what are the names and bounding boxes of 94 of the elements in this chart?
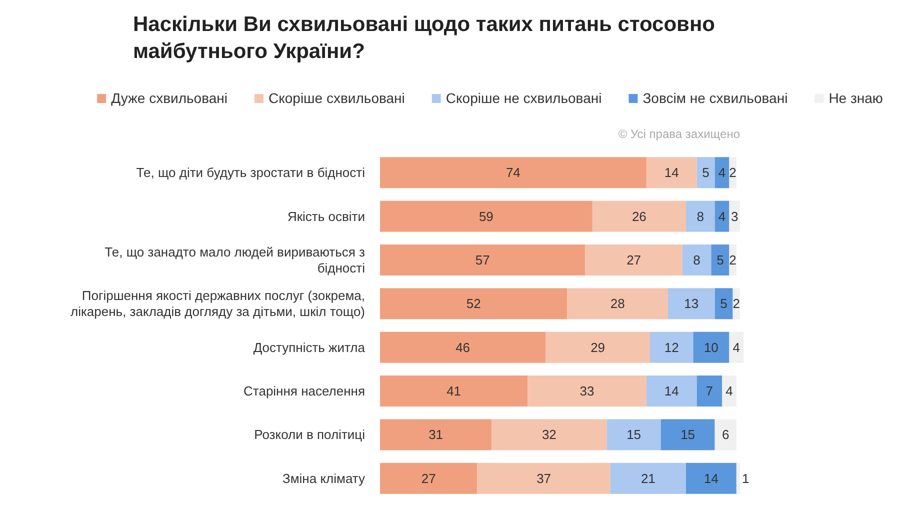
y-tick-label: Якість освіти bbox=[287, 208, 365, 224]
bar bbox=[729, 200, 740, 232]
bar bbox=[380, 244, 586, 276]
bar bbox=[693, 332, 730, 363]
bar bbox=[492, 419, 607, 450]
data-label: 28 bbox=[610, 296, 625, 312]
data-label: 5 bbox=[702, 165, 710, 180]
bar bbox=[380, 157, 646, 188]
bar bbox=[646, 376, 697, 407]
y-tick-label: Доступність житла bbox=[253, 340, 366, 355]
data-label: 14 bbox=[664, 165, 679, 180]
bar bbox=[650, 332, 694, 363]
bar bbox=[528, 376, 646, 407]
data-label: 14 bbox=[664, 384, 679, 399]
bar bbox=[606, 419, 661, 450]
bar bbox=[380, 376, 528, 407]
bar bbox=[686, 200, 715, 232]
bar bbox=[729, 332, 744, 363]
data-label: 2 bbox=[729, 165, 736, 180]
data-label: 4 bbox=[732, 340, 740, 355]
data-label: 1 bbox=[742, 470, 750, 486]
bar bbox=[380, 419, 492, 450]
data-label: 15 bbox=[680, 427, 696, 442]
data-label: 27 bbox=[626, 252, 642, 268]
bar bbox=[585, 244, 682, 276]
bar bbox=[714, 200, 730, 232]
bar bbox=[380, 200, 592, 232]
y-tick-label: Те, що занадто мало людей вириваються з бідності bbox=[104, 244, 366, 276]
bar bbox=[686, 462, 736, 494]
bar bbox=[729, 244, 736, 276]
bar bbox=[696, 376, 722, 407]
data-label: 27 bbox=[421, 470, 436, 486]
data-label: 29 bbox=[590, 340, 606, 355]
bar bbox=[714, 288, 733, 320]
data-label: 8 bbox=[696, 208, 704, 224]
bar bbox=[477, 462, 610, 494]
data-label: 21 bbox=[640, 470, 656, 486]
data-label: 10 bbox=[704, 340, 718, 355]
data-label: 74 bbox=[506, 165, 520, 180]
bar bbox=[682, 244, 712, 276]
data-label: 8 bbox=[693, 252, 700, 268]
data-label: 7 bbox=[706, 384, 714, 399]
bar bbox=[610, 462, 686, 494]
data-label: 14 bbox=[704, 470, 718, 486]
bar bbox=[714, 157, 730, 188]
data-label: 32 bbox=[542, 427, 556, 442]
data-label: 31 bbox=[428, 427, 444, 442]
y-tick-label: Розколи в політиці bbox=[254, 427, 366, 442]
data-label: 2 bbox=[732, 296, 740, 312]
bar bbox=[736, 462, 740, 494]
data-label: 52 bbox=[466, 296, 481, 312]
bar bbox=[711, 244, 730, 276]
text: © Усі права захищено bbox=[618, 127, 740, 141]
bar bbox=[646, 157, 697, 188]
data-label: 59 bbox=[478, 208, 494, 224]
bar bbox=[567, 288, 668, 320]
y-tick-label: Старіння населення bbox=[244, 384, 365, 399]
data-label: 4 bbox=[726, 384, 733, 399]
legend-label: Скоріше схвильовані bbox=[268, 90, 405, 106]
legend-label: Зовсім не схвильовані bbox=[642, 90, 788, 106]
data-label: 46 bbox=[456, 340, 470, 355]
data-label: 12 bbox=[664, 340, 679, 355]
data-label: 2 bbox=[729, 252, 736, 268]
bar bbox=[380, 288, 568, 320]
chart-title: Наскільки Ви схвильовані щодо таких питань стосовно майбутнього України? bbox=[133, 13, 715, 63]
bar bbox=[668, 288, 715, 320]
legend-label: Дуже схвильовані bbox=[111, 90, 228, 106]
data-label: 4 bbox=[718, 165, 726, 180]
data-label: 57 bbox=[475, 252, 490, 268]
legend-label: Не знаю bbox=[828, 90, 883, 106]
data-label: 3 bbox=[730, 208, 738, 224]
data-label: 33 bbox=[580, 384, 594, 399]
data-label: 37 bbox=[536, 470, 552, 486]
bar bbox=[546, 332, 650, 363]
bar bbox=[380, 332, 546, 363]
data-label: 5 bbox=[720, 296, 728, 312]
y-tick-label: Те, що діти будуть зростати в бідності bbox=[136, 165, 366, 180]
legend-label: Скоріше не схвильовані bbox=[446, 90, 602, 106]
data-label: 13 bbox=[684, 296, 699, 312]
y-tick-label: Погіршення якості державних послуг (зокрема, лікарень, закладів догляду за дітьми, шкіл тощо) bbox=[70, 288, 365, 320]
bar bbox=[696, 157, 715, 188]
data-label: 5 bbox=[716, 252, 724, 268]
bar bbox=[714, 419, 736, 450]
data-label: 26 bbox=[632, 208, 646, 224]
bar bbox=[660, 419, 715, 450]
data-label: 15 bbox=[626, 427, 642, 442]
data-label: 41 bbox=[446, 384, 462, 399]
y-tick-label: Зміна клімату bbox=[282, 470, 366, 486]
bar bbox=[380, 462, 478, 494]
bar bbox=[729, 157, 736, 188]
bar bbox=[722, 376, 736, 407]
data-label: 4 bbox=[718, 208, 726, 224]
bar bbox=[592, 200, 686, 232]
data-label: 6 bbox=[722, 427, 730, 442]
